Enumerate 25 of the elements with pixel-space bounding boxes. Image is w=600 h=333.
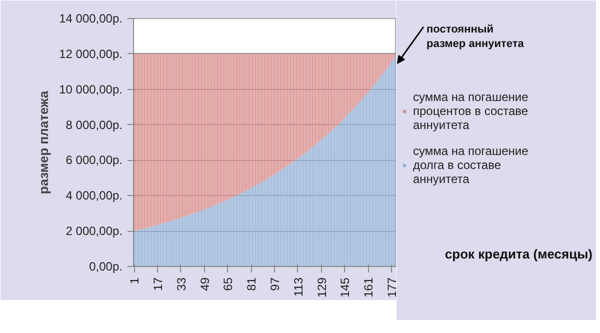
y-tick-label: 2 000,00р. [66,224,122,238]
x-tick-label: 17 [151,277,166,291]
y-tick-label: 0,00р. [89,260,123,274]
y-tick-label: 14 000,00р. [59,12,123,26]
x-tick-label: 33 [174,277,188,291]
x-tick-label: 65 [221,277,236,291]
y-tick-label: 6 000,00р. [66,153,122,168]
x-tick-label: 161 [362,277,376,298]
legend-label: сумма на погашение долга в составе аннуитета [413,144,528,186]
x-axis-title: срок кредита (месяцы) [444,246,593,262]
text: постоянный размер аннуитета [426,24,525,50]
y-axis-title: размер платежа [36,90,52,194]
x-tick-label: 129 [314,277,329,298]
y-tick-label: 4 000,00р. [66,188,122,203]
x-tick-label: 49 [198,277,212,291]
x-tick-label: 1 [128,277,142,284]
y-tick-label: 8 000,00р. [66,118,122,132]
x-tick-label: 145 [338,277,352,298]
y-tick-label: 10 000,00р. [59,82,123,96]
x-tick-label: 81 [244,277,259,291]
legend-label: сумма на погашение процентов в составе аннуитета [413,90,528,132]
x-tick-label: 177 [384,277,399,298]
x-tick-label: 113 [291,277,306,297]
y-tick-label: 12 000,00р. [59,46,123,61]
x-tick-label: 97 [268,277,282,291]
